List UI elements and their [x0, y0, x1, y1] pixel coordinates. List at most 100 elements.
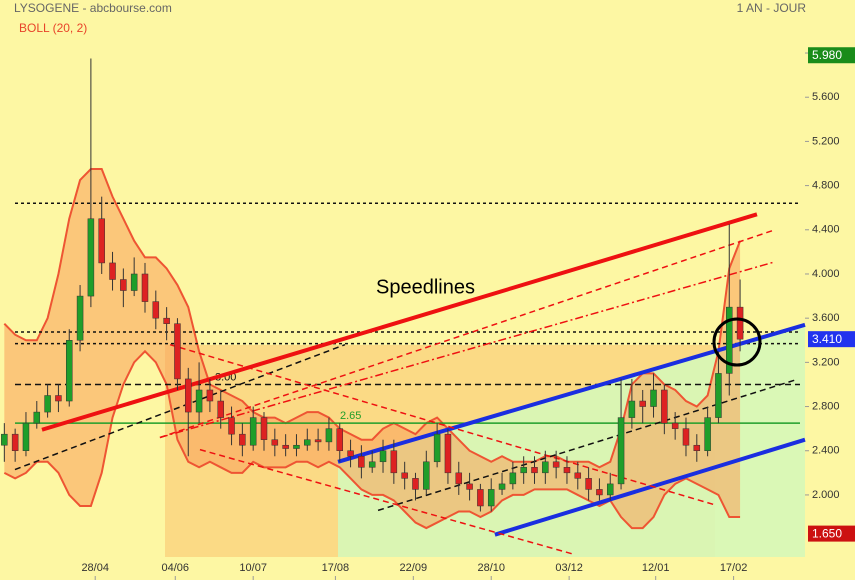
- y-tick-label: 2.800: [812, 400, 840, 412]
- candle-body: [87, 218, 95, 297]
- candle-body: [44, 395, 51, 413]
- candle-body: [325, 428, 333, 443]
- highlight-circle: [712, 317, 762, 367]
- candle-body: [271, 439, 279, 446]
- chart-title: LYSOGENE - abcbourse.com: [14, 1, 172, 15]
- x-tick-label: 22/09: [400, 562, 428, 574]
- band-line: [3, 168, 742, 469]
- candle-body: [693, 444, 701, 451]
- candle-body: [552, 461, 560, 468]
- y-tick-label: 5.600: [812, 91, 840, 103]
- candle-body: [531, 467, 538, 474]
- candle-body: [520, 467, 527, 474]
- candle-body: [76, 295, 84, 341]
- y-tick-label: 5.200: [812, 135, 840, 147]
- candle-body: [726, 306, 733, 374]
- candle-body: [379, 450, 387, 463]
- candle-body: [542, 461, 549, 474]
- price-tag: [808, 525, 855, 542]
- price-tag-label: 1.650: [812, 526, 842, 540]
- y-tick-label: 4.800: [812, 180, 840, 192]
- period-label: 1 AN - JOUR: [737, 1, 807, 15]
- candle-body: [574, 472, 582, 479]
- x-tick-label: 28/10: [477, 562, 505, 574]
- candle-body: [239, 433, 246, 446]
- candle-body: [671, 422, 679, 429]
- candle-body: [596, 489, 603, 496]
- annotation: Speedlines: [376, 276, 475, 298]
- candle-body: [11, 433, 19, 451]
- price-tag: [808, 331, 855, 348]
- trend-line: [41, 212, 758, 432]
- candle-body: [217, 400, 224, 418]
- candle-body: [347, 450, 354, 457]
- candle-body: [639, 400, 646, 407]
- x-tick-label: 12/01: [642, 562, 670, 574]
- candle-body: [282, 444, 289, 449]
- candle-body: [260, 417, 268, 440]
- candle-body: [174, 323, 181, 380]
- candles-layer: [1, 58, 744, 512]
- candle-body: [185, 378, 192, 413]
- candle-body: [617, 417, 625, 485]
- candle-body: [715, 373, 722, 418]
- candle-body: [65, 340, 73, 402]
- y-tick-label: 3.600: [812, 312, 840, 324]
- candle-body: [682, 428, 690, 446]
- y-tick-label: 4.400: [812, 224, 840, 236]
- candle-body: [606, 483, 614, 496]
- candle-body: [249, 417, 257, 446]
- trend-line: [159, 229, 776, 439]
- candle-body: [433, 433, 441, 463]
- candle-body: [444, 433, 452, 474]
- candle-body: [120, 279, 127, 291]
- labels-layer: 2.000 2.400 2.800 3.200 3.600 4.000 4.400 4.800…: [81, 47, 855, 580]
- candle-body: [563, 467, 571, 474]
- y-tick-label: 2.000: [812, 489, 840, 501]
- candle-body: [195, 389, 203, 413]
- x-tick-label: 10/07: [239, 562, 267, 574]
- trend-line: [377, 379, 796, 512]
- candle-body: [98, 218, 105, 264]
- candle-body: [477, 489, 484, 507]
- candle-body: [22, 422, 30, 451]
- trend-line: [159, 261, 776, 439]
- candle-body: [585, 478, 592, 490]
- candle-body: [206, 389, 214, 402]
- candle-body: [358, 456, 365, 468]
- candle-body: [401, 472, 408, 479]
- candle-body: [661, 389, 668, 424]
- candle-body: [628, 400, 636, 418]
- candle-body: [130, 273, 138, 291]
- y-tick-label: 3.200: [812, 356, 840, 368]
- candle-body: [704, 417, 711, 451]
- x-tick-label: 03/12: [555, 562, 583, 574]
- band-line: [3, 349, 741, 530]
- x-tick-label: 17/02: [720, 562, 748, 574]
- trend-line: [494, 437, 806, 537]
- candle-body: [487, 489, 495, 507]
- candle-body: [163, 317, 170, 324]
- candle-body: [228, 417, 235, 435]
- x-tick-label: 17/08: [322, 562, 350, 574]
- candle-body: [466, 483, 473, 490]
- candle-body: [304, 439, 311, 446]
- candle-body: [1, 433, 8, 446]
- candle-body: [412, 478, 419, 490]
- candle-body: [33, 411, 41, 424]
- y-tick-label: 2.400: [812, 445, 840, 457]
- candle-body: [650, 389, 657, 407]
- candle-body: [314, 439, 322, 443]
- candle-body: [55, 395, 62, 402]
- candle-body: [509, 472, 517, 485]
- indicator-name: BOLL (20, 2): [19, 21, 87, 35]
- x-tick-label: 04/06: [162, 562, 190, 574]
- candle-body: [498, 483, 506, 490]
- price-tag-label: 3.410: [812, 332, 842, 346]
- candle-body: [736, 306, 744, 340]
- price-tag-label: 5.980: [812, 48, 842, 62]
- level-label: 2.65: [340, 410, 361, 422]
- lines-layer: 3.002.65: [14, 202, 806, 556]
- candle-body: [368, 461, 376, 468]
